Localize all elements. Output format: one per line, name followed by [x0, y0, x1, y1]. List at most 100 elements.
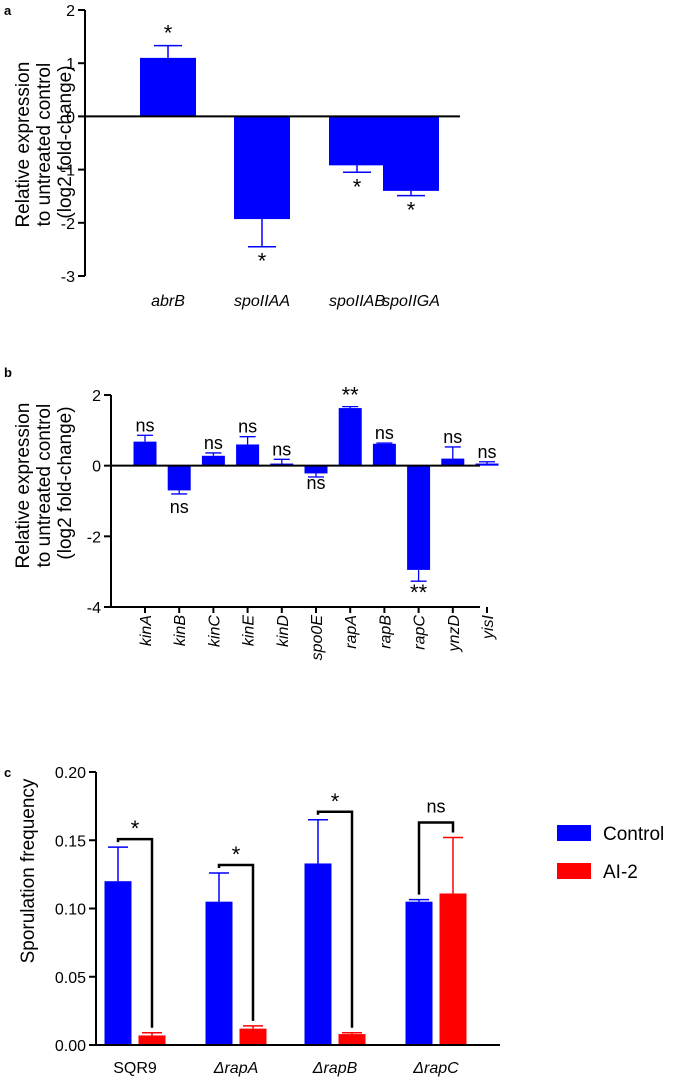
significance-rapB: ns [375, 423, 394, 443]
significance-ΔrapB: * [331, 789, 340, 814]
x-tick-label-spoIIAA: spoIIAA [234, 293, 290, 310]
panel-b-ylabel: Relative expression to untreated control… [13, 397, 76, 568]
significance-SQR9: * [131, 816, 140, 841]
x-tick-label-yisI: yisI [480, 614, 497, 640]
y-tick-label: 0.10 [55, 902, 86, 919]
bar-yisI [475, 463, 499, 466]
y-tick-label: -2 [61, 216, 75, 233]
panel-a-ylabel-line3: (log2 fold-change) [55, 65, 76, 218]
significance-bracket-ΔrapC [417, 821, 455, 895]
x-tick-label-kinE: kinE [241, 615, 258, 646]
x-tick-label-rapB: rapB [377, 615, 394, 649]
y-tick-label: -4 [87, 600, 101, 617]
x-tick-label-ΔrapB: ΔrapB [312, 1060, 358, 1077]
bar-kinC [201, 455, 225, 466]
significance-abrB: * [164, 21, 173, 46]
bar-Control-ΔrapC [405, 901, 433, 1045]
panel-c-ylabel: Sporulation frequency [18, 778, 39, 963]
x-tick-label-ΔrapA: ΔrapA [213, 1060, 259, 1077]
bar-AI-2-SQR9 [138, 1035, 166, 1045]
bar-AI-2-ΔrapA [239, 1028, 267, 1045]
y-tick-label: 1 [66, 56, 75, 73]
y-tick-label: 0.15 [55, 833, 86, 850]
panel-c: c Sporulation frequency * * * ns SQR9 ΔrapA Δ… [4, 765, 664, 1077]
x-tick-label-spoIIAB: spoIIAB [329, 293, 385, 310]
legend-swatch-AI-2 [557, 863, 591, 879]
significance-ΔrapC: ns [426, 797, 445, 817]
significance-bracket-ΔrapB [316, 810, 354, 1028]
y-tick-label: -1 [61, 163, 75, 180]
bar-ynzD [441, 458, 465, 466]
x-tick-label-kinD: kinD [275, 615, 292, 647]
bar-spoIIGA [383, 116, 439, 191]
significance-kinE: ns [238, 417, 257, 437]
panel-b-ylabel-line3: (log2 fold-change) [55, 406, 76, 559]
significance-ΔrapA: * [232, 842, 241, 867]
y-tick-label: 0.05 [55, 970, 86, 987]
panel-c-legend: Control AI-2 [557, 824, 664, 883]
y-tick-label: 2 [66, 3, 75, 20]
panel-c-label: c [4, 765, 11, 780]
bar-AI-2-ΔrapB [338, 1034, 366, 1045]
bar-rapB [372, 443, 396, 466]
panel-b: b Relative expression to untreated contr… [4, 365, 499, 660]
significance-rapA: ** [342, 383, 360, 408]
bar-kinD [270, 463, 294, 466]
significance-spoIIGA: * [407, 198, 416, 223]
significance-bracket-ΔrapA [217, 863, 255, 1021]
x-tick-label-SQR9: SQR9 [113, 1060, 157, 1077]
bar-spo0E [304, 465, 328, 474]
bar-rapC [407, 465, 431, 570]
panel-a-ylabel: Relative expression to untreated control… [13, 56, 76, 227]
x-tick-label-spo0E: spo0E [309, 615, 326, 661]
significance-bracket-SQR9 [116, 837, 154, 1028]
panel-b-ylabel-line2: to untreated control [34, 404, 55, 568]
x-tick-label-kinA: kinA [138, 615, 155, 646]
significance-spoIIAA: * [258, 249, 267, 274]
x-tick-label-ynzD: ynzD [446, 615, 463, 653]
x-tick-label-rapC: rapC [412, 615, 429, 650]
y-tick-label: 0.20 [55, 765, 86, 782]
significance-kinB: ns [170, 497, 189, 517]
bar-kinB [167, 465, 191, 491]
y-tick-label: 0.00 [55, 1038, 86, 1055]
significance-kinC: ns [204, 433, 223, 453]
y-tick-label: 0 [66, 109, 75, 126]
y-tick-label: -2 [87, 529, 101, 546]
panel-b-ylabel-line1: Relative expression [13, 403, 34, 569]
bar-Control-ΔrapA [205, 901, 233, 1045]
significance-kinA: ns [135, 415, 154, 435]
x-tick-label-kinC: kinC [206, 615, 223, 647]
legend-label-AI-2: AI-2 [603, 862, 638, 883]
bar-abrB [140, 57, 196, 117]
panel-a: a Relative expression to untreated contr… [4, 3, 460, 310]
x-tick-label-rapA: rapA [343, 615, 360, 649]
bar-kinA [133, 441, 157, 466]
bar-kinE [236, 444, 260, 466]
bar-spoIIAA [234, 116, 290, 220]
bar-AI-2-ΔrapC [439, 893, 467, 1045]
significance-spo0E: ns [306, 473, 325, 493]
panel-a-ylabel-line1: Relative expression [13, 62, 34, 228]
x-tick-label-abrB: abrB [151, 293, 185, 310]
bar-Control-ΔrapB [304, 863, 332, 1045]
panel-b-label: b [4, 365, 12, 380]
bar-Control-SQR9 [104, 881, 132, 1045]
y-tick-label: 0 [92, 459, 101, 476]
x-tick-label-kinB: kinB [172, 615, 189, 646]
x-tick-label-ΔrapC: ΔrapC [412, 1060, 459, 1077]
significance-rapC: ** [410, 580, 428, 605]
legend-swatch-Control [557, 825, 591, 841]
significance-spoIIAB: * [353, 174, 362, 199]
y-tick-label: -3 [61, 269, 75, 286]
x-tick-label-spoIIGA: spoIIGA [382, 293, 440, 310]
panel-a-ylabel-line2: to untreated control [34, 63, 55, 227]
significance-yisI: ns [477, 442, 496, 462]
bar-spoIIAB [329, 116, 385, 166]
significance-ynzD: ns [443, 427, 462, 447]
bar-rapA [338, 408, 362, 466]
y-tick-label: 2 [92, 388, 101, 405]
significance-kinD: ns [272, 439, 291, 459]
panel-a-label: a [4, 3, 12, 18]
